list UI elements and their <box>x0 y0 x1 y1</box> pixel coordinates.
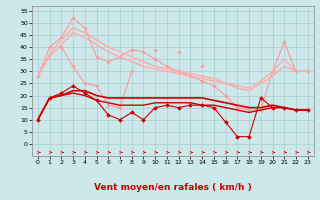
Text: Vent moyen/en rafales ( km/h ): Vent moyen/en rafales ( km/h ) <box>94 183 252 192</box>
